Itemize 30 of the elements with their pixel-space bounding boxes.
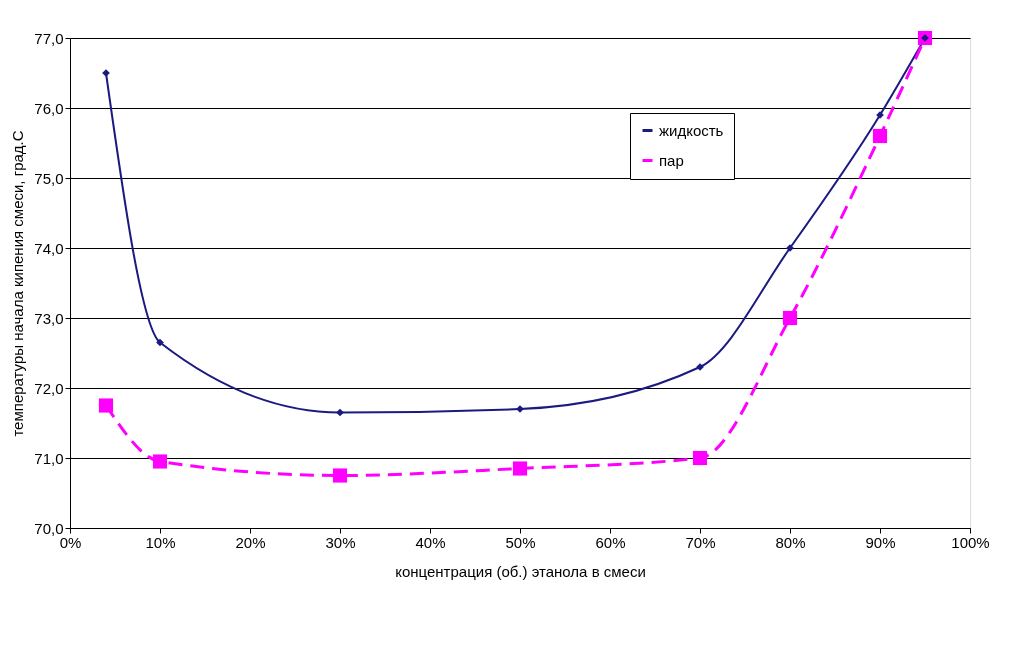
point bbox=[692, 450, 708, 466]
y-tick-label: 75,0 bbox=[34, 169, 64, 187]
x-tick-label: 70% bbox=[685, 533, 716, 551]
y-axis-title: температуры начала кипения смеси, град.С bbox=[9, 130, 27, 437]
point bbox=[512, 461, 528, 476]
x-tick-label: 50% bbox=[505, 533, 536, 551]
point bbox=[332, 468, 348, 483]
point bbox=[782, 310, 798, 326]
x-tick-label: 20% bbox=[235, 533, 266, 551]
x-tick-label: 100% bbox=[951, 533, 990, 551]
legend-label: пар bbox=[659, 151, 684, 169]
y-tick-label: 72,0 bbox=[34, 379, 64, 397]
y-tick-label: 77,0 bbox=[34, 29, 64, 47]
y-tick-label: 73,0 bbox=[34, 309, 64, 327]
point bbox=[152, 454, 168, 469]
point bbox=[98, 398, 114, 413]
x-tick-label: 10% bbox=[145, 533, 176, 551]
y-tick-label: 74,0 bbox=[34, 239, 64, 257]
x-tick-label: 60% bbox=[595, 533, 626, 551]
y-tick-label: 71,0 bbox=[34, 449, 64, 467]
point bbox=[336, 408, 344, 417]
point bbox=[872, 128, 888, 144]
y-tick-label: 76,0 bbox=[34, 99, 64, 117]
legend-label: жидкость bbox=[659, 121, 724, 139]
x-axis-title: концентрация (об.) этанола в смеси bbox=[395, 562, 646, 580]
x-tick-label: 80% bbox=[775, 533, 806, 551]
x-tick-label: 30% bbox=[325, 533, 356, 551]
point bbox=[156, 338, 164, 347]
x-tick-label: 40% bbox=[415, 533, 446, 551]
x-tick-label: 90% bbox=[865, 533, 896, 551]
